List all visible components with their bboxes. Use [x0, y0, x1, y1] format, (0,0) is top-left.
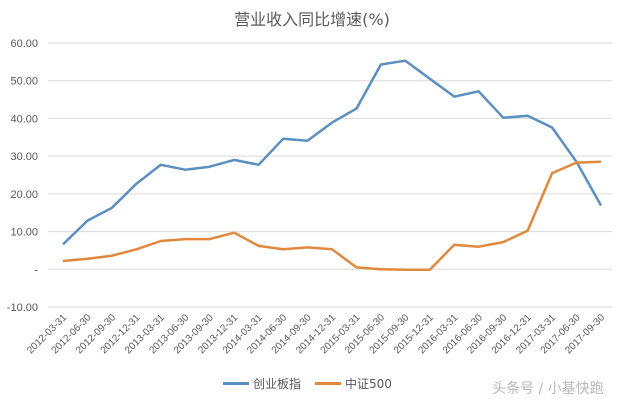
y-tick-label: 50.00: [10, 76, 38, 88]
legend-label: 中证500: [345, 377, 392, 391]
series-line-chinext: [62, 59, 603, 246]
series-line-csi500: [62, 160, 602, 271]
y-tick-label: 60.00: [10, 38, 38, 50]
x-axis-labels: 2012-03-312012-06-302012-09-302012-12-31…: [25, 312, 607, 356]
gridlines: [48, 42, 612, 308]
chart-title: 营业收入同比增速(%): [234, 10, 390, 29]
legend-item-csi500: 中证500: [315, 375, 392, 392]
y-tick-label: 30.00: [10, 151, 38, 163]
y-tick-label: -10.00: [7, 302, 38, 314]
y-axis-labels: 60.00 50.00 40.00 30.00 20.00 10.00 - -10.00: [7, 38, 39, 314]
legend-swatch-orange: [315, 382, 342, 385]
legend-label: 创业板指: [253, 377, 302, 391]
y-tick-label: 20.00: [10, 189, 38, 201]
watermark: 头条号 / 小基快跑: [492, 381, 604, 397]
legend-swatch-blue: [223, 382, 249, 385]
legend-item-chinext: 创业板指: [223, 375, 301, 392]
y-tick-label: -: [34, 264, 38, 276]
y-tick-label: 10.00: [10, 227, 38, 239]
series-lines: [62, 59, 603, 271]
legend: 创业板指 中证500: [223, 375, 406, 392]
y-tick-label: 40.00: [10, 113, 38, 125]
